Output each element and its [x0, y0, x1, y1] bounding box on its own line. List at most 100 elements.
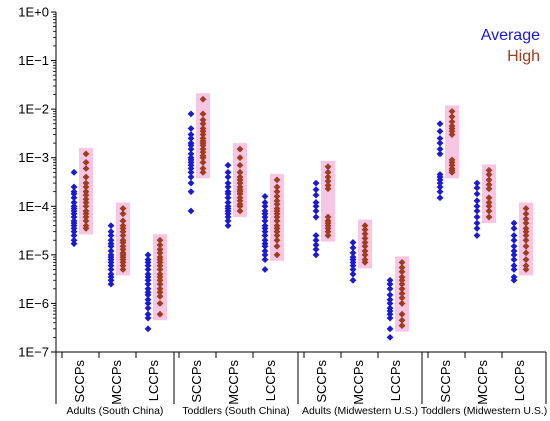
group-label: Toddlers (Midwestern U.S.)	[421, 405, 548, 417]
legend: Average High	[481, 27, 540, 65]
high-point	[361, 258, 369, 266]
average-point	[386, 300, 394, 307]
average-point	[386, 276, 394, 284]
average-point	[312, 191, 320, 199]
high-point	[361, 251, 369, 259]
average-point	[349, 249, 357, 257]
high-point	[522, 236, 530, 244]
y-axis-ticks: 1E+0 1E−1 1E−2 1E−3 1E−4 1E−5 1E−6 1E−7	[18, 5, 56, 360]
high-point	[273, 200, 281, 208]
high-point	[448, 118, 456, 126]
high-point	[273, 217, 281, 225]
high-point	[82, 213, 90, 221]
y-tick-label: 1E+0	[18, 5, 49, 20]
group-label: Toddlers (South China)	[182, 405, 289, 417]
category-label: SCCPs	[438, 360, 453, 403]
average-point	[224, 213, 232, 221]
axes	[55, 12, 547, 404]
high-point	[156, 300, 164, 307]
average-point	[312, 236, 320, 244]
high-point	[398, 294, 406, 302]
high-point	[522, 266, 530, 273]
high-point	[119, 239, 127, 246]
average-point	[473, 232, 481, 239]
high-point	[273, 188, 281, 196]
average-point	[261, 232, 269, 239]
average-point	[312, 199, 320, 206]
high-point	[119, 217, 127, 225]
high-point	[398, 300, 406, 307]
average-point	[187, 168, 195, 176]
high-point	[361, 242, 369, 250]
average-point	[436, 139, 444, 147]
average-point	[473, 219, 481, 227]
average-point	[70, 190, 78, 198]
average-point	[187, 141, 195, 149]
high-point	[485, 207, 493, 215]
high-point	[82, 191, 90, 199]
average-point	[386, 285, 394, 293]
high-point	[448, 113, 456, 121]
average-point	[436, 183, 444, 191]
high-range-band	[482, 164, 496, 224]
group-label: Adults (Midwestern U.S.)	[302, 405, 418, 417]
high-point	[156, 245, 164, 253]
high-point	[273, 251, 281, 259]
average-point	[107, 222, 115, 230]
high-point	[324, 168, 332, 176]
average-point	[349, 262, 357, 270]
average-point	[510, 232, 518, 239]
category-label: MCCPs	[226, 360, 241, 405]
average-point	[70, 228, 78, 236]
average-point	[187, 110, 195, 118]
high-point	[156, 266, 164, 273]
average-point	[224, 194, 232, 202]
high-point	[324, 177, 332, 185]
high-point	[273, 176, 281, 184]
average-point	[510, 247, 518, 255]
high-point	[273, 228, 281, 236]
high-point	[522, 242, 530, 250]
average-point	[187, 150, 195, 158]
high-point	[199, 154, 207, 162]
average-point	[107, 242, 115, 250]
average-point	[473, 197, 481, 205]
average-point	[187, 207, 195, 215]
high-point	[522, 256, 530, 263]
high-point	[361, 222, 369, 230]
high-point	[119, 232, 127, 239]
high-point	[82, 202, 90, 210]
average-point	[436, 188, 444, 196]
average-point	[107, 280, 115, 288]
average-point	[70, 213, 78, 221]
average-point	[473, 190, 481, 198]
average-point	[386, 333, 394, 341]
high-point	[485, 185, 493, 193]
average-point	[261, 266, 269, 273]
high-point	[398, 268, 406, 276]
average-point	[510, 266, 518, 273]
high-point	[361, 247, 369, 255]
high-point	[448, 131, 456, 138]
high-point	[82, 217, 90, 225]
high-range-band	[445, 105, 459, 179]
category-label: LCCPs	[146, 360, 161, 402]
average-point	[349, 276, 357, 284]
high-point	[199, 165, 207, 172]
average-point	[261, 192, 269, 200]
average-point	[144, 266, 152, 273]
y-tick-label: 1E−1	[18, 53, 49, 68]
legend-high: High	[507, 48, 540, 65]
average-point	[436, 179, 444, 187]
high-point	[156, 276, 164, 284]
high-point	[156, 241, 164, 249]
average-point	[510, 236, 518, 244]
high-point	[199, 159, 207, 166]
average-point	[386, 280, 394, 288]
average-point	[261, 202, 269, 210]
y-tick-label: 1E−4	[18, 199, 49, 214]
high-point	[485, 171, 493, 178]
average-point	[224, 183, 232, 191]
average-point	[386, 291, 394, 299]
